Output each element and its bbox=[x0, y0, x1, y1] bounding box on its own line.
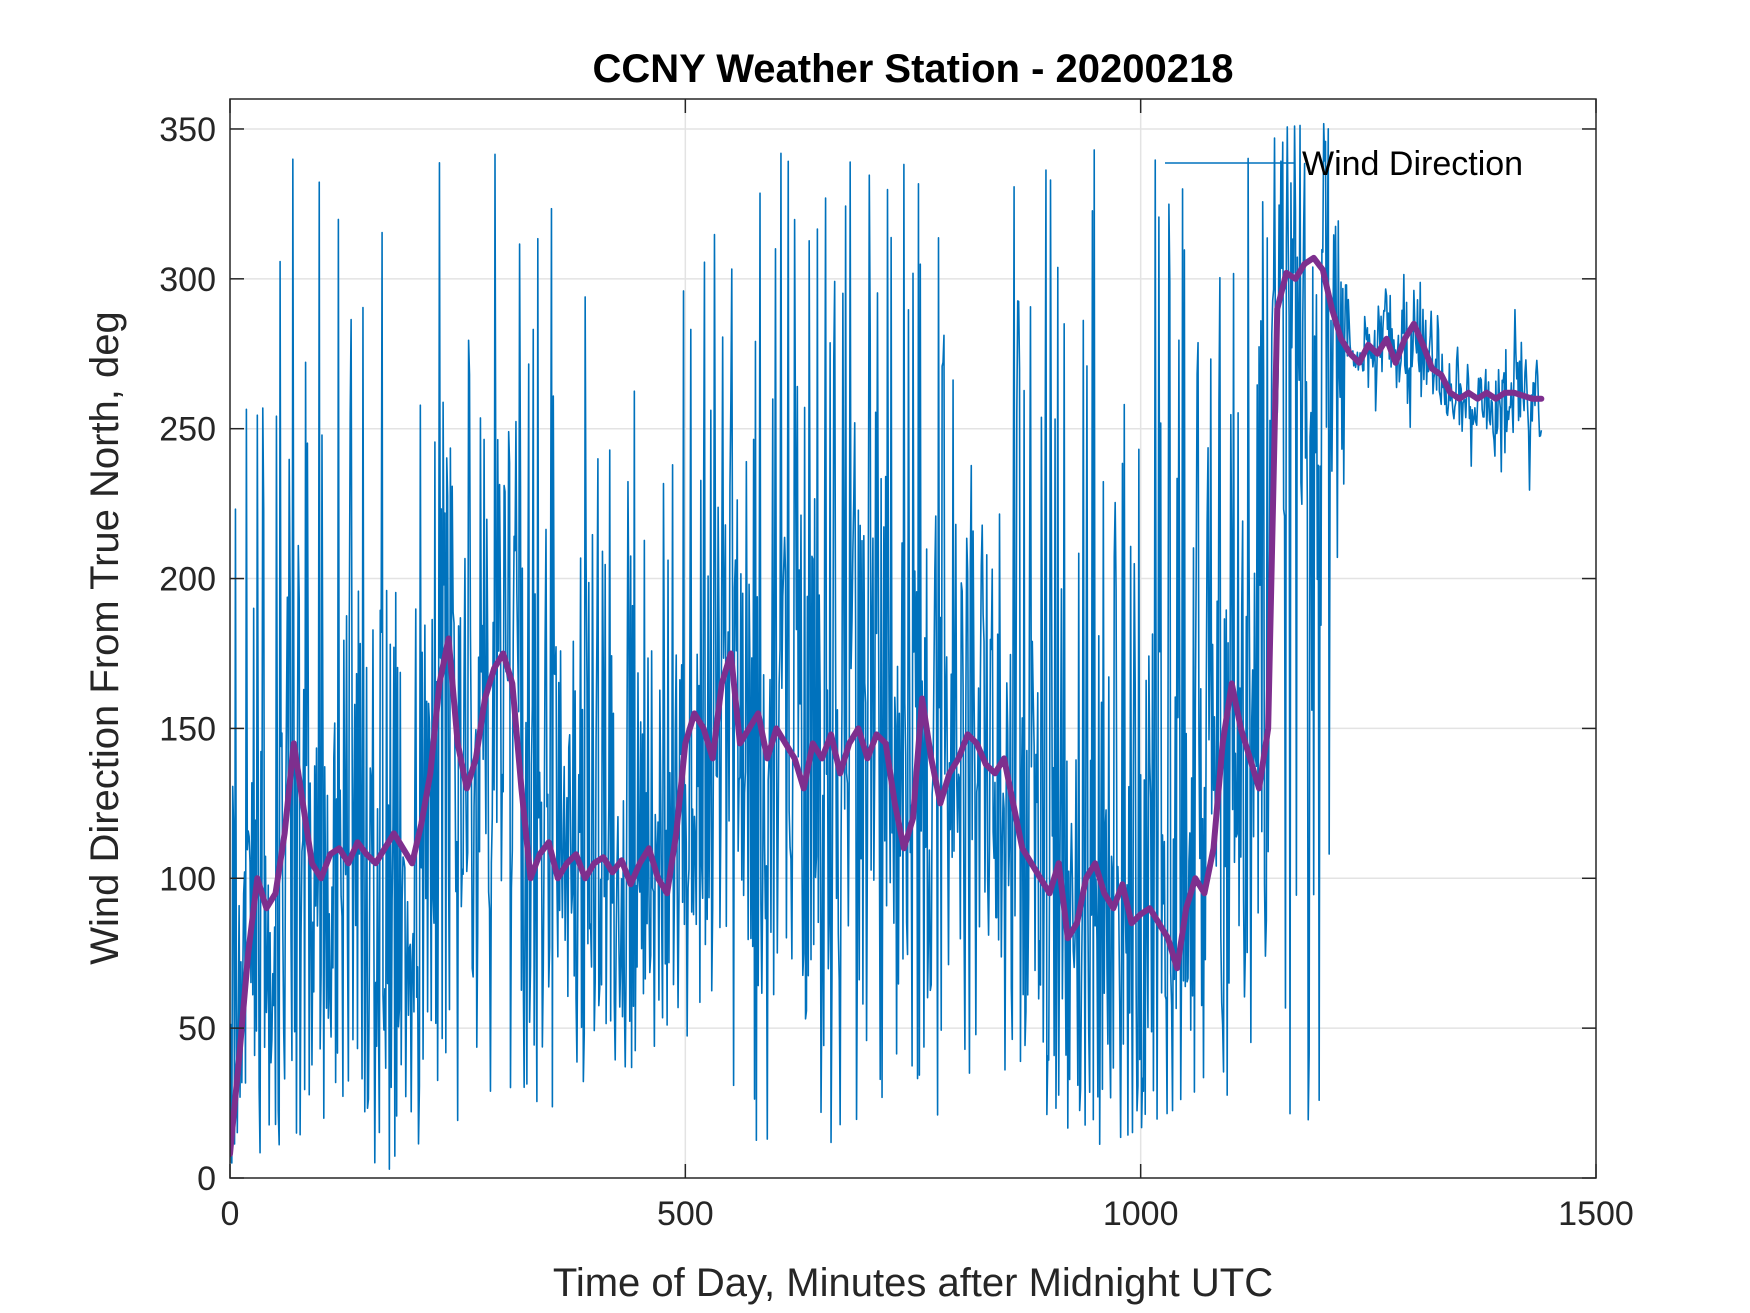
series-wind-direction-raw bbox=[230, 122, 1543, 1170]
series-wind-direction-running-mean bbox=[230, 254, 1545, 1158]
y-tick-label-200: 200 bbox=[159, 561, 216, 599]
axes-box bbox=[229, 98, 1597, 1179]
y-tick-label-350: 350 bbox=[159, 111, 216, 149]
y-tick-label-300: 300 bbox=[159, 261, 216, 299]
y-axis-tick-labels: 0 50 100 150 200 250 300 350 bbox=[159, 111, 216, 1198]
x-tick-label-0: 0 bbox=[221, 1195, 240, 1233]
y-tick-label-100: 100 bbox=[159, 860, 216, 898]
plot-area bbox=[230, 122, 1545, 1170]
x-tick-label-1000: 1000 bbox=[1103, 1195, 1179, 1233]
x-axis-tick-labels: 0 500 1000 1500 bbox=[221, 1195, 1634, 1233]
y-tick-label-150: 150 bbox=[159, 710, 216, 748]
y-tick-label-250: 250 bbox=[159, 411, 216, 449]
x-axis-label: Time of Day, Minutes after Midnight UTC bbox=[553, 1261, 1273, 1305]
y-tick-label-0: 0 bbox=[197, 1160, 216, 1198]
x-tick-label-500: 500 bbox=[657, 1195, 714, 1233]
x-tick-label-1500: 1500 bbox=[1558, 1195, 1634, 1233]
y-tick-label-50: 50 bbox=[178, 1010, 216, 1048]
legend-label-wind-direction: Wind Direction bbox=[1302, 145, 1523, 183]
axis-ticks bbox=[229, 99, 1597, 1179]
y-axis-label: Wind Direction From True North, deg bbox=[83, 311, 127, 965]
legend: Wind Direction bbox=[1165, 145, 1523, 183]
chart-title: CCNY Weather Station - 20200218 bbox=[593, 47, 1234, 91]
